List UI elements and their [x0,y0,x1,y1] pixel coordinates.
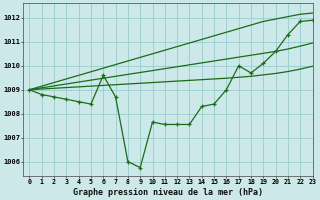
X-axis label: Graphe pression niveau de la mer (hPa): Graphe pression niveau de la mer (hPa) [73,188,263,197]
